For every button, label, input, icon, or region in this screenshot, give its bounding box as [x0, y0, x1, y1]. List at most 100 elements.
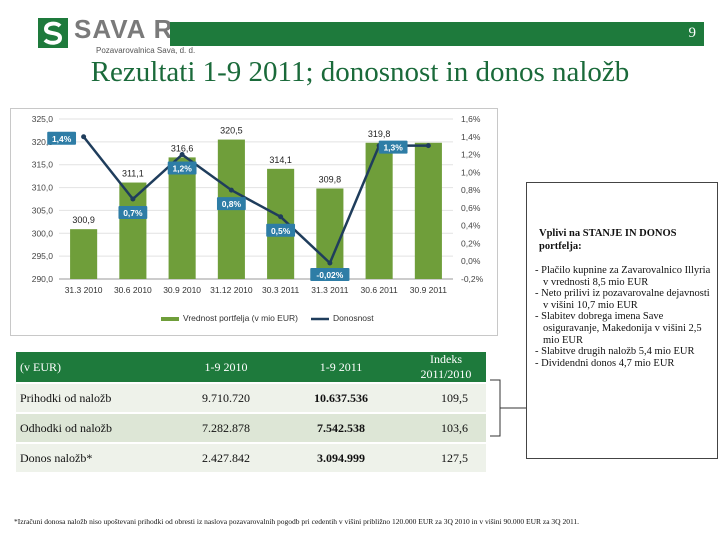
list-item: - Slabitve drugih naložb 5,4 mio EUR — [535, 346, 695, 358]
portfolio-chart: 290,0 295,0 300,0 305,0 310,0 315,0 320,0 325,0… — [10, 108, 498, 336]
footnote: *Izračuni donosa naložb niso upoštevani … — [14, 517, 580, 526]
bar-data-label: 311,1 — [122, 169, 144, 179]
table-cell: 109,5 — [406, 382, 486, 413]
investment-table: (v EUR) 1-9 2010 1-9 2011 Indeks 2011/20… — [16, 352, 486, 472]
y-right-tick-label: 1,2% — [461, 150, 481, 160]
x-tick-label: 30.3 2011 — [262, 285, 299, 295]
table-header: 1-9 2010 — [176, 352, 276, 383]
bar — [365, 142, 393, 279]
bar-data-label: 316,6 — [171, 143, 194, 153]
legend-swatch — [161, 317, 179, 321]
line-data-label: 1,3% — [383, 143, 403, 153]
y-left-tick-label: 315,0 — [32, 160, 54, 170]
series-line — [82, 136, 429, 266]
y-left-tick-label: 290,0 — [32, 274, 54, 284]
x-tick-label: 31.3 2010 — [65, 285, 103, 295]
x-tick-label: 31.12 2010 — [210, 285, 253, 295]
line-data-label: 0,7% — [123, 208, 143, 218]
table-cell: 10.637.536 — [276, 382, 406, 413]
bar — [168, 157, 196, 279]
table-cell: 127,5 — [406, 442, 486, 472]
line-point — [228, 187, 234, 193]
x-tick-label: 30.6 2011 — [361, 285, 398, 295]
table-header: 1-9 2011 — [276, 352, 406, 383]
y-left-tick-label: 325,0 — [32, 114, 54, 124]
bracket-connector — [490, 379, 526, 437]
x-tick-label: 30.9 2011 — [410, 285, 447, 295]
table-cell: 103,6 — [406, 412, 486, 443]
logo-text: SAVA Re — [74, 14, 189, 44]
y-right-tick-label: 1,4% — [461, 132, 481, 142]
bar — [70, 229, 98, 279]
line-data-label-box — [216, 197, 246, 211]
table-cell: Donos naložb* — [16, 442, 176, 472]
line-data-label-box — [310, 268, 350, 281]
table-row: Prihodki od naložb 9.710.720 10.637.536 … — [16, 382, 486, 413]
y-left-tick-label: 295,0 — [32, 251, 54, 261]
bar-data-label: 300,9 — [72, 215, 95, 225]
line-data-label-box — [378, 140, 408, 154]
line-data-label-box — [167, 161, 197, 175]
list-item: - Neto prilivi iz pozavarovalne dejavnos… — [535, 288, 710, 311]
list-item: - Dividendni donos 4,7 mio EUR — [535, 357, 675, 369]
portfolio-chart-svg: 290,0 295,0 300,0 305,0 310,0 315,0 320,0 325,0… — [32, 114, 484, 323]
y-right-tick-label: 1,0% — [461, 167, 481, 177]
table-cell: 7.282.878 — [176, 412, 276, 443]
line-point — [179, 152, 185, 158]
list-item: - Plačilo kupnine za Zavarovalnico Illyr… — [535, 265, 711, 288]
bar — [414, 142, 442, 279]
bar-data-label: 319,8 — [368, 129, 391, 139]
y-right-tick-label: -0,2% — [461, 274, 484, 284]
line-data-label-box — [47, 131, 77, 145]
line-point — [81, 134, 87, 140]
list-item: - Slabitev dobrega imena Save osiguravan… — [535, 311, 702, 346]
line-data-label: 1,2% — [172, 164, 192, 174]
table-header-row: (v EUR) 1-9 2010 1-9 2011 Indeks 2011/20… — [16, 352, 486, 383]
x-tick-label: 31.3 2011 — [311, 285, 348, 295]
y-left-tick-label: 320,0 — [32, 137, 54, 147]
y-left-tick-label: 310,0 — [32, 183, 54, 193]
impacts-heading: Vplivi na STANJE IN DONOS portfelja: — [539, 228, 677, 252]
line-data-label-box — [266, 223, 296, 237]
x-tick-label: 30.6 2010 — [114, 285, 152, 295]
table-cell: 3.094.999 — [276, 442, 406, 472]
line-point — [130, 196, 136, 202]
table-row: Odhodki od naložb 7.282.878 7.542.538 10… — [16, 412, 486, 443]
bar-data-label: 320,5 — [220, 126, 243, 136]
bar-data-label: 314,1 — [269, 155, 292, 165]
table-cell: Prihodki od naložb — [16, 382, 176, 413]
table-row: Donos naložb* 2.427.842 3.094.999 127,5 — [16, 442, 486, 472]
header-bar: 9 — [170, 22, 704, 46]
logo: SAVA Re Pozavarovalnica Sava, d. d. — [38, 14, 268, 55]
table-cell: 9.710.720 — [176, 382, 276, 413]
bar-data-label: 309,8 — [319, 174, 342, 184]
line-point — [278, 214, 284, 220]
line-data-label: 0,5% — [271, 226, 291, 236]
legend-label: Vrednost portfelja (v mio EUR) — [183, 313, 298, 323]
impacts-box: Vplivi na STANJE IN DONOS portfelja: - P… — [526, 182, 718, 459]
sava-logo-icon — [38, 18, 68, 48]
y-right-tick-label: 0,6% — [461, 203, 481, 213]
line-data-label: -0,02% — [316, 270, 343, 280]
y-right-tick-label: 0,0% — [461, 256, 481, 266]
y-right-tick-label: 0,8% — [461, 185, 481, 195]
legend-label: Donosnost — [333, 313, 374, 323]
table-cell: 7.542.538 — [276, 412, 406, 443]
y-right-tick-label: 1,6% — [461, 114, 481, 124]
table-cell: 2.427.842 — [176, 442, 276, 472]
y-right-tick-label: 0,4% — [461, 221, 481, 231]
page-title: Rezultati 1-9 2011; donosnost in donos n… — [90, 56, 630, 88]
line-data-label: 1,4% — [52, 134, 72, 144]
page-number: 9 — [688, 25, 697, 41]
line-point — [327, 260, 333, 266]
impacts-list: - Plačilo kupnine za Zavarovalnico Illyr… — [531, 265, 715, 369]
y-left-tick-label: 300,0 — [32, 228, 54, 238]
line-point — [425, 143, 431, 149]
y-left-tick-label: 305,0 — [32, 205, 54, 215]
x-tick-label: 30.9 2010 — [163, 285, 201, 295]
line-data-label-box — [118, 206, 148, 219]
table-header: (v EUR) — [16, 352, 176, 383]
table-header: Indeks 2011/2010 — [406, 352, 486, 383]
line-data-label: 0,8% — [222, 199, 242, 209]
logo-subtitle: Pozavarovalnica Sava, d. d. — [96, 46, 196, 55]
